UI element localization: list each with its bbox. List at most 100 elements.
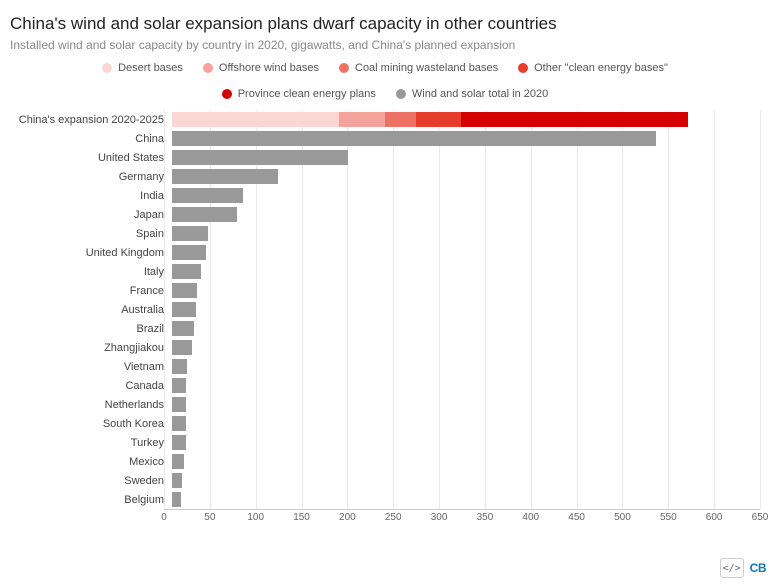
row-label: Spain <box>10 228 172 240</box>
bar-segment <box>172 302 196 317</box>
legend-swatch <box>102 63 112 73</box>
x-tick: 0 <box>161 512 167 523</box>
bar-segment <box>172 397 186 412</box>
row-label: South Korea <box>10 418 172 430</box>
bar-segment <box>172 226 208 241</box>
bar-segment <box>172 435 186 450</box>
bar-rows: China's expansion 2020-2025 China United S… <box>10 110 760 509</box>
bar-segment <box>172 454 184 469</box>
bar-row: Vietnam <box>10 357 760 376</box>
chart-title: China's wind and solar expansion plans d… <box>10 14 760 34</box>
bar-segment <box>172 131 656 146</box>
legend-swatch <box>203 63 213 73</box>
bar-segment <box>172 416 186 431</box>
bar-row: Italy <box>10 262 760 281</box>
row-track <box>172 452 760 471</box>
bar-segment <box>172 264 201 279</box>
x-tick: 100 <box>247 512 264 523</box>
row-label: China <box>10 133 172 145</box>
footer-icons: </> CB <box>720 558 766 578</box>
row-label: Germany <box>10 171 172 183</box>
row-label: United States <box>10 152 172 164</box>
legend-item: Coal mining wasteland bases <box>339 62 498 74</box>
bar-row: Australia <box>10 300 760 319</box>
legend-label: Coal mining wasteland bases <box>355 62 498 74</box>
bar-row: China's expansion 2020-2025 <box>10 110 760 129</box>
x-tick: 300 <box>431 512 448 523</box>
embed-icon[interactable]: </> <box>720 558 744 578</box>
bar-segment <box>172 188 243 203</box>
embed-icon-label: </> <box>723 563 741 574</box>
x-tick: 450 <box>568 512 585 523</box>
row-label: Italy <box>10 266 172 278</box>
bar-segment <box>172 150 348 165</box>
bar-row: United States <box>10 148 760 167</box>
bar-segment <box>385 112 417 127</box>
cb-logo: CB <box>750 561 766 575</box>
chart-subtitle: Installed wind and solar capacity by cou… <box>10 38 760 52</box>
row-track <box>172 167 760 186</box>
bar-segment <box>172 169 278 184</box>
row-track <box>172 148 760 167</box>
row-track <box>172 395 760 414</box>
row-label: Canada <box>10 380 172 392</box>
bar-row: Mexico <box>10 452 760 471</box>
row-label: Australia <box>10 304 172 316</box>
legend-swatch <box>339 63 349 73</box>
legend-label: Other "clean energy bases" <box>534 62 668 74</box>
x-tick: 500 <box>614 512 631 523</box>
bar-row: China <box>10 129 760 148</box>
bar-chart: China's expansion 2020-2025 China United S… <box>10 110 760 530</box>
row-label: Mexico <box>10 456 172 468</box>
legend-item: Province clean energy plans <box>222 88 376 100</box>
x-tick: 350 <box>477 512 494 523</box>
x-tick: 400 <box>522 512 539 523</box>
row-track <box>172 414 760 433</box>
bar-row: South Korea <box>10 414 760 433</box>
x-tick: 550 <box>660 512 677 523</box>
bar-segment <box>172 340 192 355</box>
legend: Desert basesOffshore wind basesCoal mini… <box>75 62 695 100</box>
row-label: Sweden <box>10 475 172 487</box>
row-track <box>172 357 760 376</box>
bar-row: United Kingdom <box>10 243 760 262</box>
row-label: France <box>10 285 172 297</box>
row-label: Zhangjiakou <box>10 342 172 354</box>
legend-swatch <box>518 63 528 73</box>
bar-row: Spain <box>10 224 760 243</box>
row-label: Vietnam <box>10 361 172 373</box>
x-tick: 150 <box>293 512 310 523</box>
row-track <box>172 338 760 357</box>
bar-row: Zhangjiakou <box>10 338 760 357</box>
legend-item: Desert bases <box>102 62 183 74</box>
bar-row: Turkey <box>10 433 760 452</box>
row-track <box>172 319 760 338</box>
row-label: Brazil <box>10 323 172 335</box>
x-tick: 250 <box>385 512 402 523</box>
bar-segment <box>416 112 461 127</box>
row-label: Belgium <box>10 494 172 506</box>
bar-segment <box>339 112 384 127</box>
row-track <box>172 262 760 281</box>
row-track <box>172 224 760 243</box>
bar-row: Germany <box>10 167 760 186</box>
row-track <box>172 433 760 452</box>
bar-segment <box>172 283 197 298</box>
bar-segment <box>172 492 181 507</box>
bar-row: Japan <box>10 205 760 224</box>
gridline <box>760 110 761 509</box>
row-track <box>172 490 760 509</box>
bar-row: Belgium <box>10 490 760 509</box>
chart-page: China's wind and solar expansion plans d… <box>0 0 780 586</box>
row-track <box>172 243 760 262</box>
row-track <box>172 300 760 319</box>
x-tick: 50 <box>204 512 215 523</box>
row-label: United Kingdom <box>10 247 172 259</box>
x-axis: 050100150200250300350400450500550600650 <box>164 509 760 530</box>
row-track <box>172 281 760 300</box>
row-label: China's expansion 2020-2025 <box>10 114 172 126</box>
row-label: India <box>10 190 172 202</box>
x-tick: 650 <box>752 512 769 523</box>
bar-segment <box>172 321 194 336</box>
bar-segment <box>172 378 186 393</box>
